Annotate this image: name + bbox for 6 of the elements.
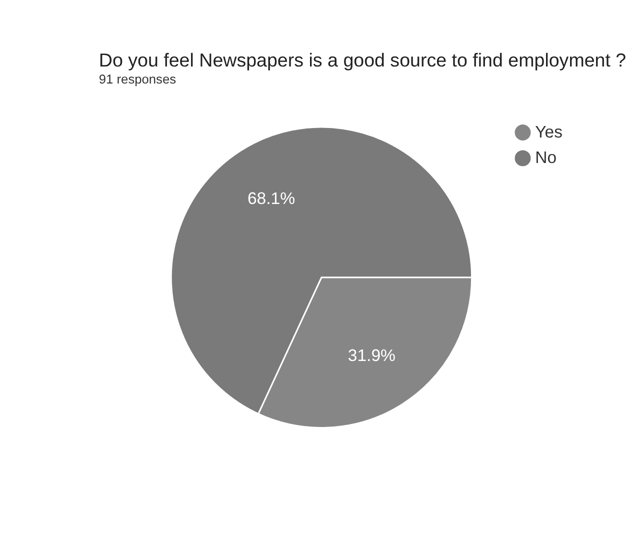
legend-label: No [535, 148, 557, 168]
legend-label: Yes [535, 122, 563, 142]
data-label: 68.1% [247, 188, 296, 208]
data-label: 31.9% [348, 346, 396, 365]
chart-title: Do you feel Newspapers is a good source to find employment ? [98, 50, 626, 71]
chart-subtitle: 91 responses [98, 72, 176, 87]
